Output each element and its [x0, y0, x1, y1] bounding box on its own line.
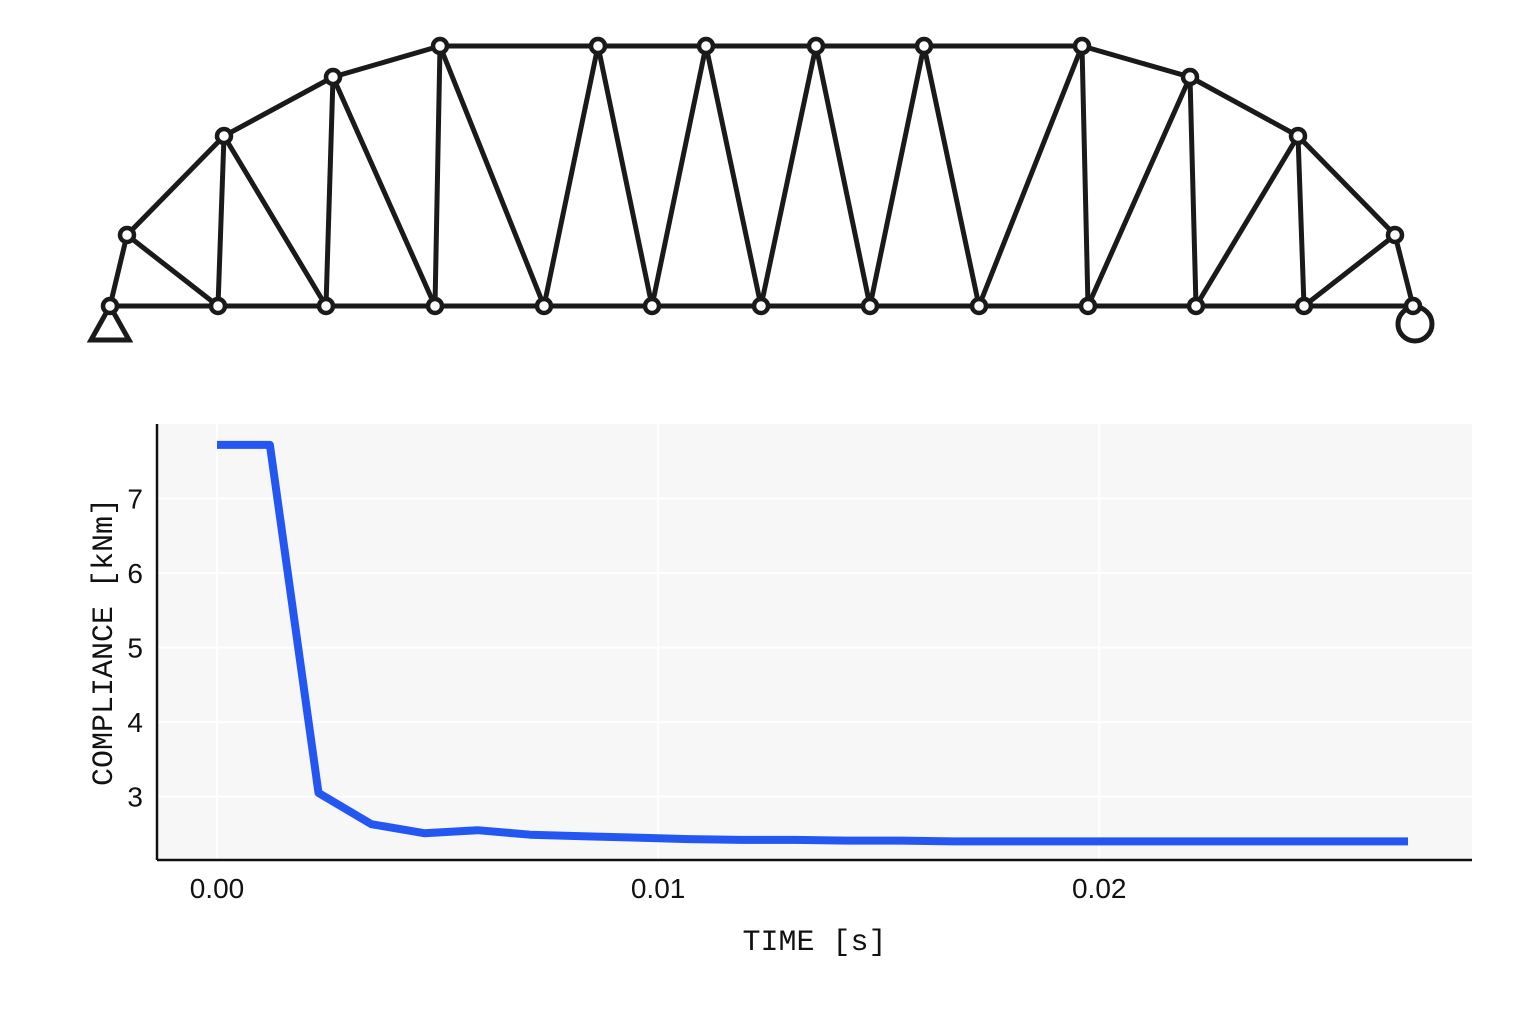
truss-member [595, 43, 655, 309]
truss-node [1403, 296, 1423, 316]
y-tick-label: 3 [127, 782, 143, 813]
x-tick-labels: 0.00 0.01 0.02 [190, 873, 1127, 904]
truss-member [215, 133, 227, 309]
truss-member [1295, 133, 1398, 238]
truss-node [914, 36, 934, 56]
truss-node [969, 296, 989, 316]
truss-node [1180, 67, 1200, 87]
truss-node [642, 296, 662, 316]
compliance-chart: 0.00 0.01 0.02 3 4 5 6 7 TIME [s] COMPLIANCE [… [88, 424, 1472, 960]
truss-member [541, 43, 601, 309]
truss-member [1079, 43, 1193, 80]
y-tick-label: 5 [127, 633, 143, 664]
truss-node [117, 225, 137, 245]
truss-node [1385, 225, 1405, 245]
truss-node [214, 126, 234, 146]
truss-member [124, 232, 221, 309]
truss-member [867, 43, 927, 309]
truss-node [1288, 126, 1308, 146]
truss-member [221, 74, 336, 139]
truss-node [860, 296, 880, 316]
x-axis-label: TIME [s] [742, 926, 886, 960]
pin-support [86, 300, 134, 343]
truss-node [1078, 296, 1098, 316]
y-tick-label: 4 [127, 707, 143, 738]
truss-member [437, 43, 547, 309]
truss-member [921, 43, 982, 309]
y-tick-label: 7 [127, 484, 143, 515]
truss-node [316, 296, 336, 316]
truss-node [1294, 296, 1314, 316]
truss-member [1301, 232, 1398, 309]
truss-node [100, 296, 120, 316]
truss-member [649, 43, 709, 309]
x-tick-label: 0.01 [631, 873, 686, 904]
truss-node [425, 296, 445, 316]
truss-member [1187, 74, 1301, 139]
truss-node [751, 296, 771, 316]
x-tick-label: 0.00 [190, 873, 245, 904]
truss-node [588, 36, 608, 56]
truss-member [432, 43, 443, 309]
y-tick-labels: 3 4 5 6 7 [127, 484, 143, 813]
truss-member [813, 43, 873, 309]
truss-node [323, 67, 343, 87]
truss-member [1193, 133, 1301, 309]
truss-node [1186, 296, 1206, 316]
y-tick-label: 6 [127, 558, 143, 589]
truss-member [703, 43, 764, 309]
truss-member [758, 43, 819, 309]
truss-member [330, 43, 443, 80]
truss-member [323, 74, 336, 309]
truss-member [221, 133, 329, 309]
truss-member [1187, 74, 1199, 309]
plot-area [157, 424, 1472, 860]
truss-node [534, 296, 554, 316]
truss-member [1079, 43, 1091, 309]
truss-member [124, 133, 227, 238]
truss-node [208, 296, 228, 316]
truss-member [107, 232, 130, 309]
y-axis-label: COMPLIANCE [kNm] [88, 498, 122, 786]
truss-member [330, 74, 438, 309]
truss-node [806, 36, 826, 56]
truss-diagram [86, 36, 1435, 344]
x-tick-label: 0.02 [1072, 873, 1127, 904]
truss-member [1392, 232, 1416, 309]
grid-lines [157, 424, 1472, 860]
truss-node [430, 36, 450, 56]
truss-member [1085, 74, 1193, 309]
truss-member [1295, 133, 1307, 309]
truss-node [1072, 36, 1092, 56]
truss-member [976, 43, 1085, 309]
compliance-series-line [217, 440, 1408, 846]
truss-node [696, 36, 716, 56]
